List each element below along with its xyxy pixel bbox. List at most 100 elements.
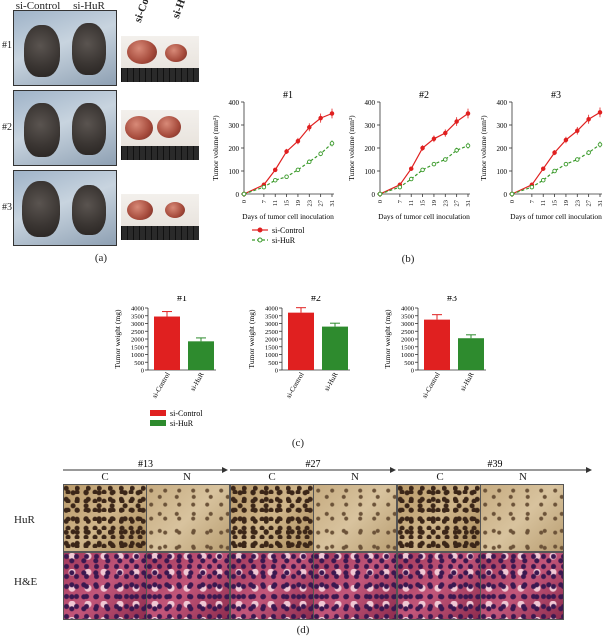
- tumor-volume-line-charts: #1 0 100 200 300 400 0 7 11 15 19 23 27 31 Days of tum…: [211, 90, 604, 245]
- he-stain-13-n: [146, 552, 230, 620]
- mouse-photo-1: [13, 10, 117, 86]
- data-point-hur: [529, 184, 535, 190]
- x-tick-label: 19: [563, 200, 570, 207]
- y-tick-label: 3000: [131, 321, 144, 328]
- y-tick-label: 200: [497, 145, 508, 153]
- y-axis-label: Tumor volume (mm³): [347, 115, 356, 181]
- data-point-control: [597, 110, 603, 115]
- ihc-hur-27-n: [313, 484, 397, 552]
- tumor-photo-1: [121, 36, 199, 82]
- data-point-control: [443, 130, 448, 136]
- bar-control: [154, 316, 180, 370]
- series-line-control: [243, 112, 333, 195]
- he-stain-13-c: [63, 552, 147, 620]
- y-tick-label: 3000: [265, 321, 278, 328]
- data-point-hur: [563, 161, 569, 167]
- tumor-control: [127, 200, 153, 220]
- x-tick-label: 31: [597, 200, 604, 207]
- row-label-1: #1: [2, 40, 12, 51]
- x-tick-label: si-Control: [151, 371, 172, 400]
- col-label-c-13: C: [101, 471, 109, 483]
- data-point-hur: [295, 167, 301, 173]
- x-tick-label: 19: [431, 200, 438, 207]
- tumor-header-hur: si-HuR: [170, 0, 193, 21]
- data-point-hur: [552, 168, 557, 174]
- legend-label: si-Control: [170, 409, 203, 418]
- x-tick-label: 7: [529, 199, 536, 203]
- data-point-hur: [272, 177, 278, 183]
- y-tick-label: 300: [229, 122, 240, 130]
- ihc-hur-39-c: [397, 484, 481, 552]
- arrow-head: [222, 467, 228, 473]
- x-axis-label: Days of tumor cell inoculation: [242, 212, 334, 221]
- tumor-control: [125, 116, 153, 140]
- arrow-head: [390, 467, 396, 473]
- y-tick-label: 500: [134, 360, 144, 367]
- case-label: #13: [138, 459, 153, 470]
- mouse-body-control: [24, 103, 60, 157]
- y-tick-label: 400: [229, 99, 240, 107]
- y-axis-label: Tumor volume (mm³): [479, 115, 488, 181]
- data-point-control: [540, 166, 546, 171]
- he-stain-27-n: [313, 552, 397, 620]
- x-tick-label: 19: [295, 200, 302, 207]
- data-point-control: [586, 117, 591, 122]
- x-axis-label: Days of tumor cell inoculation: [378, 212, 470, 221]
- data-point-hur: [443, 157, 448, 162]
- data-point-hur: [377, 191, 383, 197]
- mouse-body-control: [22, 181, 60, 237]
- chart-title: #3: [551, 90, 561, 101]
- legend-label: si-HuR: [170, 419, 194, 428]
- chart-title: #3: [447, 296, 457, 304]
- x-tick-label: 15: [552, 200, 559, 207]
- legend-marker: [257, 237, 263, 243]
- bar-control: [424, 319, 450, 370]
- data-point-hur: [575, 157, 580, 162]
- x-tick-label: 31: [329, 200, 336, 207]
- y-tick-label: 500: [404, 360, 414, 367]
- y-tick-label: 0: [504, 191, 508, 199]
- data-point-control: [284, 149, 289, 154]
- ihc-hur-13-c: [63, 484, 147, 552]
- x-tick-label: 23: [574, 200, 581, 207]
- y-tick-label: 100: [497, 168, 508, 176]
- data-point-control: [465, 111, 471, 116]
- data-point-hur: [261, 184, 267, 190]
- arrow-head: [586, 467, 592, 473]
- x-tick-label: 11: [272, 200, 279, 206]
- row-label-hur: HuR: [14, 514, 35, 526]
- y-tick-label: 1500: [131, 344, 144, 351]
- data-point-hur: [465, 143, 471, 148]
- panel-label-a: (a): [94, 252, 108, 264]
- tumor-control: [127, 40, 157, 64]
- y-tick-label: 300: [365, 122, 376, 130]
- tumor-photo-3: [121, 194, 199, 240]
- data-point-control: [420, 145, 425, 151]
- y-tick-label: 0: [372, 191, 376, 199]
- data-point-hur: [307, 159, 312, 165]
- mouse-column-header-control: si-Control: [15, 0, 61, 12]
- col-label-c-39: C: [436, 471, 444, 483]
- col-label-n-27: N: [351, 471, 359, 483]
- mouse-photo-2: [13, 90, 117, 166]
- chart-title: #1: [177, 296, 187, 304]
- x-tick-label: 23: [442, 200, 449, 207]
- y-tick-label: 0: [236, 191, 240, 199]
- y-tick-label: 4000: [131, 306, 144, 313]
- x-tick-label: 0: [509, 200, 516, 203]
- panel-label-b: (b): [401, 253, 415, 265]
- chart-title: #2: [419, 90, 429, 101]
- ihc-hur-39-n: [480, 484, 564, 552]
- data-point-control: [318, 115, 323, 121]
- x-tick-label: 11: [408, 200, 415, 206]
- y-tick-label: 1500: [265, 344, 278, 351]
- data-point-hur: [454, 148, 459, 153]
- y-tick-label: 200: [229, 145, 240, 153]
- x-tick-label: 7: [397, 199, 404, 203]
- x-tick-label: si-HuR: [323, 371, 340, 393]
- case-arrow-1: #13: [63, 459, 228, 473]
- x-tick-label: 11: [540, 200, 547, 206]
- y-tick-label: 2000: [131, 337, 144, 344]
